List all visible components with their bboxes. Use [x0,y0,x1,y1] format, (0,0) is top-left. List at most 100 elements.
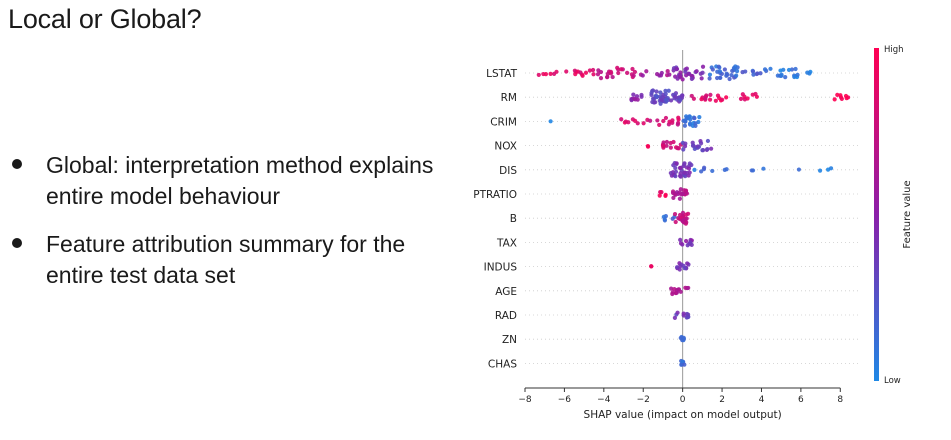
shap-point [698,141,704,146]
shap-point [605,74,610,80]
shap-point [838,93,843,98]
shap-point [564,69,569,74]
shap-point [682,170,687,175]
slide-title: Local or Global? [8,4,202,34]
shap-point [754,71,759,77]
shap-point [732,66,737,71]
shap-point [738,96,744,101]
shap-point [700,64,706,69]
bullet-item: Global: interpretation method explains e… [10,150,450,212]
bullet-dot-icon [12,238,22,248]
shap-point [685,261,690,266]
shap-point [655,118,660,123]
feature-label: LSTAT [486,68,517,80]
shap-point [649,90,654,96]
shap-point [674,161,679,166]
shap-point [676,287,681,292]
shap-point [691,96,696,101]
shap-point [678,187,683,192]
shap-point [633,118,638,124]
shap-point [679,362,684,367]
shap-point [693,123,698,129]
x-tick-label: 4 [759,395,765,405]
shap-point [668,98,674,103]
shap-point [690,143,696,148]
shap-point [677,98,683,103]
shap-point [679,192,684,197]
x-tick-label: −4 [597,395,611,405]
shap-point [805,70,810,75]
shap-point [658,73,664,78]
shap-point [670,216,675,221]
x-tick-label: 2 [719,395,725,405]
x-tick-label: 8 [837,395,843,405]
shap-point [750,69,756,74]
feature-label: CRIM [490,116,517,128]
shap-point [685,243,690,248]
feature-label: INDUS [484,262,518,274]
shap-point [655,71,660,77]
shap-point [727,76,732,82]
shap-point [595,72,601,77]
shap-point [832,97,837,102]
shap-point [687,170,692,175]
shap-point [658,101,663,106]
shap-point [677,196,683,201]
shap-point [707,76,712,81]
shap-point [659,190,664,195]
shap-point [634,94,640,99]
shap-point [677,267,682,272]
shap-point [715,75,720,81]
shap-point [717,69,723,74]
shap-point [623,119,628,124]
shap-point [668,145,673,150]
shap-point [724,95,729,100]
shap-point [661,140,666,145]
shap-point [796,167,802,172]
shap-point [650,96,656,101]
shap-point [724,167,729,172]
shap-point [682,266,687,271]
shap-point [740,92,745,97]
shap-point [793,66,798,72]
feature-label: NOX [494,141,517,153]
shap-point [743,69,748,74]
shap-point [718,75,723,81]
shap-point [700,70,705,75]
shap-point [668,170,673,176]
shap-point [682,123,687,128]
shap-point [783,75,788,80]
shap-point [649,264,654,269]
bullet-item: Feature attribution summary for the enti… [10,229,450,291]
feature-label: DIS [499,165,517,177]
shap-point [578,70,583,75]
shap-point [663,115,669,121]
shap-point [670,118,675,123]
shap-point [705,147,710,152]
shap-point [631,92,636,97]
feature-label: TAX [496,237,517,249]
shap-point [683,69,688,74]
shap-point [672,287,677,292]
shap-point [648,118,653,123]
shap-point [653,100,658,105]
shap-point [548,71,553,76]
shap-point [619,117,624,122]
shap-point [689,162,694,168]
shap-point [710,67,715,72]
feature-label: RAD [495,310,517,322]
feature-label: ZN [502,334,517,346]
shap-point [639,94,644,99]
shap-point [672,315,677,320]
shap-point [682,161,687,166]
shap-point [751,72,756,77]
shap-point [673,174,678,179]
shap-point [686,285,691,291]
shap-point [678,241,684,246]
shap-point [661,144,666,149]
colorbar-high-label: High [884,45,904,55]
shap-point [587,68,592,73]
shap-point [684,191,690,196]
shap-point [835,92,840,98]
